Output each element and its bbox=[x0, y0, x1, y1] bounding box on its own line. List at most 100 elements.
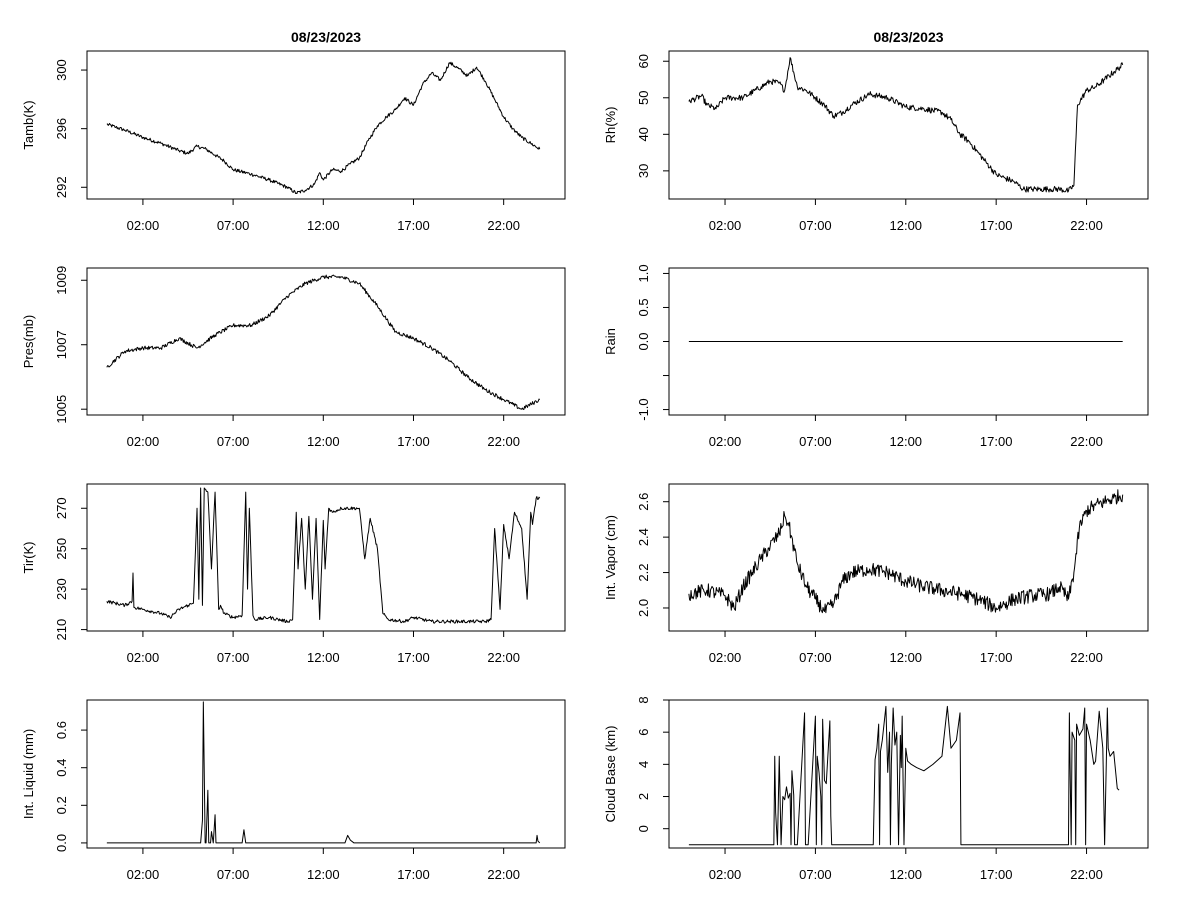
rh-y-tick-label: 60 bbox=[636, 54, 651, 68]
liquid-y-tick-label: 0.0 bbox=[54, 834, 69, 852]
vapor-y-tick-label: 2.4 bbox=[636, 528, 651, 546]
tir-plot-frame bbox=[86, 483, 566, 632]
tir-x-tick-label: 12:00 bbox=[307, 650, 340, 665]
pres-x-tick-label: 22:00 bbox=[487, 434, 520, 449]
tamb-title: 08/23/2023 bbox=[291, 29, 361, 45]
cloud-x-tick-label: 07:00 bbox=[799, 867, 832, 882]
tamb-plot-frame bbox=[86, 50, 566, 200]
tir-y-axis-label: Tir(K) bbox=[21, 541, 36, 573]
pres-y-axis-label: Pres(mb) bbox=[21, 315, 36, 368]
cloud-x-tick-label: 17:00 bbox=[980, 867, 1013, 882]
liquid-y-tick-label: 0.6 bbox=[54, 721, 69, 739]
cloud-y-tick-label: 0 bbox=[636, 825, 651, 832]
cloud-y-axis-label: Cloud Base (km) bbox=[603, 726, 618, 823]
pres-plot-frame bbox=[86, 267, 566, 416]
tamb-x-tick-label: 17:00 bbox=[397, 218, 430, 233]
liquid-x-tick-label: 12:00 bbox=[307, 867, 340, 882]
rain-x-tick-label: 22:00 bbox=[1070, 434, 1103, 449]
liquid-x-tick-label: 07:00 bbox=[217, 867, 250, 882]
liquid-plot-frame bbox=[86, 699, 566, 849]
pres-x-tick-label: 12:00 bbox=[307, 434, 340, 449]
tamb-y-axis-label: Tamb(K) bbox=[21, 100, 36, 149]
vapor-x-tick-label: 12:00 bbox=[890, 650, 923, 665]
cloud-plot-frame bbox=[668, 699, 1149, 849]
vapor-y-tick-label: 2.0 bbox=[636, 599, 651, 617]
tir-y-tick-label: 210 bbox=[54, 619, 69, 641]
vapor-y-axis-label: Int. Vapor (cm) bbox=[603, 515, 618, 600]
vapor-x-tick-label: 07:00 bbox=[799, 650, 832, 665]
cloud-x-tick-label: 02:00 bbox=[709, 867, 742, 882]
panel-tir: 02:00 07:00 12:00 17:00 22:00 210 230 250 270 Tir… bbox=[21, 483, 566, 665]
tamb-series-line bbox=[106, 61, 541, 195]
cloud-y-tick-label: 2 bbox=[636, 793, 651, 800]
cloud-x-tick-label: 12:00 bbox=[890, 867, 923, 882]
panel-cloud: 02:00 07:00 12:00 17:00 22:00 0 2 4 6 8 Cloud Base… bbox=[603, 696, 1149, 882]
rh-x-tick-label: 22:00 bbox=[1070, 218, 1103, 233]
tir-x-tick-label: 22:00 bbox=[487, 650, 520, 665]
tir-y-tick-label: 230 bbox=[54, 578, 69, 600]
rh-series-line bbox=[688, 57, 1124, 193]
rain-x-tick-label: 12:00 bbox=[890, 434, 923, 449]
panel-tamb: 08/23/2023 02:00 07:00 12:00 17:00 22:00 292 29… bbox=[21, 29, 566, 233]
rh-x-tick-label: 17:00 bbox=[980, 218, 1013, 233]
tamb-y-tick-label: 292 bbox=[54, 176, 69, 198]
rh-x-tick-label: 02:00 bbox=[709, 218, 742, 233]
liquid-y-tick-label: 0.4 bbox=[54, 759, 69, 777]
vapor-series-line bbox=[688, 489, 1124, 614]
vapor-y-tick-label: 2.6 bbox=[636, 493, 651, 511]
cloud-series-line bbox=[688, 705, 1120, 846]
rain-y-tick-label: -1.0 bbox=[636, 398, 651, 420]
liquid-y-axis-label: Int. Liquid (mm) bbox=[21, 729, 36, 819]
panel-pres: 02:00 07:00 12:00 17:00 22:00 1005 1007 1009 Pre… bbox=[21, 266, 566, 449]
rh-y-tick-label: 50 bbox=[636, 91, 651, 105]
pres-x-tick-label: 17:00 bbox=[397, 434, 430, 449]
vapor-x-tick-label: 02:00 bbox=[709, 650, 742, 665]
rain-y-tick-label: 0.0 bbox=[636, 332, 651, 350]
rh-y-tick-label: 30 bbox=[636, 164, 651, 178]
panel-rh: 08/23/2023 02:00 07:00 12:00 17:00 22:00 30 40 5… bbox=[603, 29, 1149, 233]
vapor-plot-frame bbox=[668, 483, 1149, 632]
tir-y-tick-label: 250 bbox=[54, 538, 69, 560]
pres-y-tick-label: 1005 bbox=[54, 395, 69, 424]
tir-x-tick-label: 17:00 bbox=[397, 650, 430, 665]
rh-title: 08/23/2023 bbox=[873, 29, 943, 45]
liquid-series-line bbox=[106, 701, 541, 844]
rain-y-tick-label: 0.5 bbox=[636, 298, 651, 316]
liquid-x-tick-label: 22:00 bbox=[487, 867, 520, 882]
tamb-x-tick-label: 12:00 bbox=[307, 218, 340, 233]
tir-series-line bbox=[106, 487, 541, 624]
tir-x-tick-label: 02:00 bbox=[127, 650, 160, 665]
panel-vapor: 02:00 07:00 12:00 17:00 22:00 2.0 2.2 2.4 2.6 Int… bbox=[603, 483, 1149, 665]
rain-x-tick-label: 17:00 bbox=[980, 434, 1013, 449]
pres-x-tick-label: 02:00 bbox=[127, 434, 160, 449]
rh-x-tick-label: 12:00 bbox=[890, 218, 923, 233]
vapor-x-tick-label: 22:00 bbox=[1070, 650, 1103, 665]
vapor-x-tick-label: 17:00 bbox=[980, 650, 1013, 665]
cloud-y-tick-label: 8 bbox=[636, 696, 651, 703]
pres-x-tick-label: 07:00 bbox=[217, 434, 250, 449]
cloud-x-tick-label: 22:00 bbox=[1070, 867, 1103, 882]
rh-plot-frame bbox=[668, 50, 1149, 200]
tir-y-tick-label: 270 bbox=[54, 497, 69, 519]
rh-x-tick-label: 07:00 bbox=[799, 218, 832, 233]
pres-y-tick-label: 1009 bbox=[54, 266, 69, 295]
rain-y-axis-label: Rain bbox=[603, 328, 618, 355]
pres-y-tick-label: 1007 bbox=[54, 330, 69, 359]
tamb-y-tick-label: 300 bbox=[54, 59, 69, 81]
cloud-y-tick-label: 6 bbox=[636, 729, 651, 736]
tamb-x-tick-label: 02:00 bbox=[127, 218, 160, 233]
rain-x-tick-label: 02:00 bbox=[709, 434, 742, 449]
tamb-x-tick-label: 22:00 bbox=[487, 218, 520, 233]
tamb-y-tick-label: 296 bbox=[54, 118, 69, 140]
cloud-y-tick-label: 4 bbox=[636, 761, 651, 768]
tir-x-tick-label: 07:00 bbox=[217, 650, 250, 665]
rain-x-tick-label: 07:00 bbox=[799, 434, 832, 449]
rain-y-tick-label: 1.0 bbox=[636, 264, 651, 282]
liquid-y-tick-label: 0.2 bbox=[54, 796, 69, 814]
rh-y-tick-label: 40 bbox=[636, 127, 651, 141]
liquid-x-tick-label: 02:00 bbox=[127, 867, 160, 882]
panel-liquid: 02:00 07:00 12:00 17:00 22:00 0.0 0.2 0.4 0.6 Int… bbox=[21, 699, 566, 882]
pres-series-line bbox=[106, 274, 541, 410]
liquid-x-tick-label: 17:00 bbox=[397, 867, 430, 882]
